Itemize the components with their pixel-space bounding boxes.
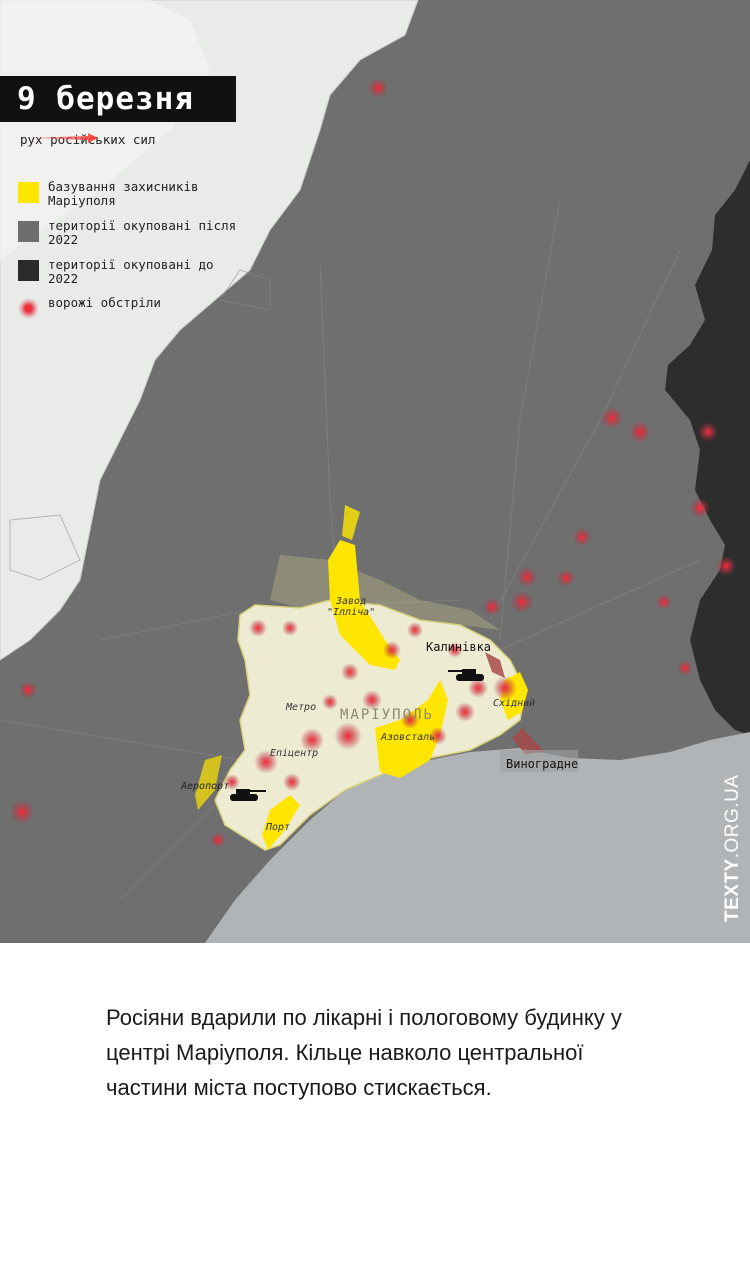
russian-movement-arrows	[485, 652, 545, 754]
label-kalynivka: Калинівка	[426, 640, 492, 654]
label-zavod: Завод	[336, 596, 367, 607]
label-mariupol: МАРІУПОЛЬ	[340, 707, 434, 723]
label-port: Порт	[266, 822, 291, 833]
enemy-shelling	[10, 78, 736, 848]
map-canvas	[0, 0, 750, 943]
defender-bases	[195, 505, 528, 850]
map: Калинівка Виноградне МАРІУПОЛЬ Завод "Іл…	[0, 0, 750, 943]
caption-text: Росіяни вдарили по лікарні і пологовому …	[106, 1005, 622, 1100]
label-skhidnyi: Східний	[493, 698, 536, 709]
tank-icon	[230, 789, 266, 801]
defenders-swatch	[18, 182, 39, 203]
legend-label: території окуповані до 2022	[48, 257, 214, 286]
sea	[205, 732, 750, 943]
label-metro: Метро	[286, 702, 317, 713]
date-title: 9 березня	[0, 76, 236, 122]
legend-label: базування захисників Маріуполя	[48, 179, 199, 208]
occupied-before-swatch	[18, 260, 39, 281]
credit-watermark: TEXTY.ORG.UA	[722, 772, 744, 922]
tank-icon	[448, 669, 484, 681]
credit-bold: TEXTY	[722, 858, 743, 922]
occupied-after-swatch	[18, 221, 39, 242]
legend-label: ворожі обстріли	[48, 295, 161, 310]
legend-label: території окуповані після 2022	[48, 218, 237, 247]
movement-arrow-icon	[20, 133, 98, 143]
label-illicha: "Ілліча"	[327, 607, 376, 618]
label-epitsentr: Епіцентр	[270, 748, 319, 759]
label-azovstal: Азовсталь	[381, 732, 436, 743]
label-airport: Аеропорт	[181, 781, 230, 792]
occupied-before-2022-area	[665, 160, 750, 735]
credit-rest: .ORG.UA	[722, 774, 743, 859]
shelling-dot-icon	[18, 298, 39, 319]
label-vynohradne: Виноградне	[506, 757, 579, 771]
